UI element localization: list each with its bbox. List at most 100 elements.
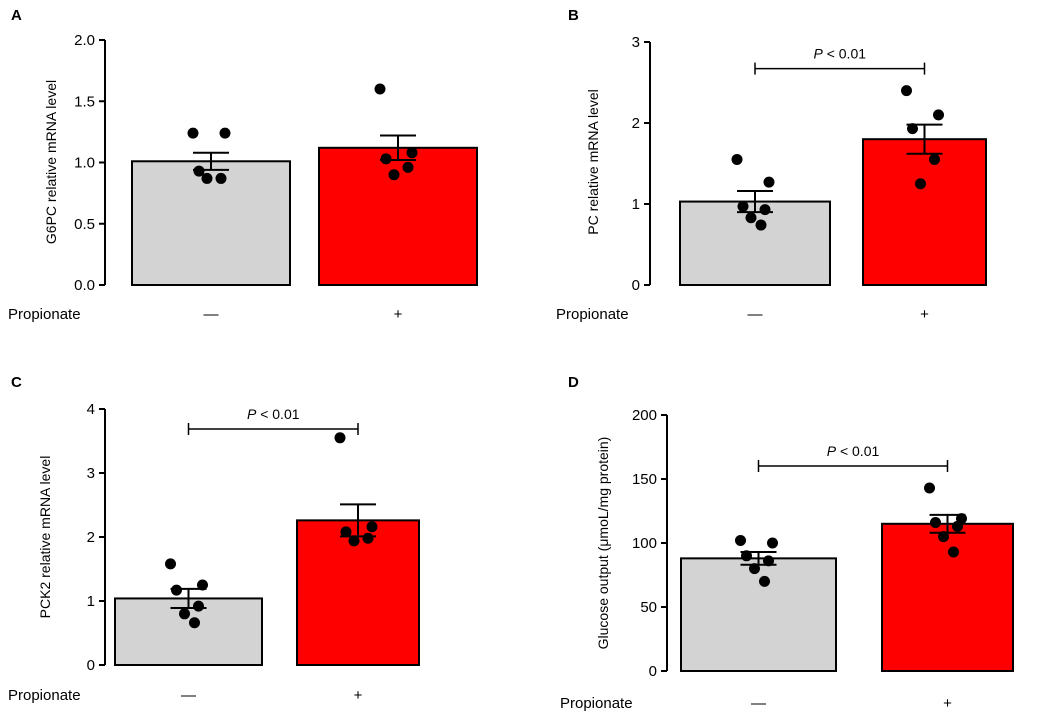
data-point <box>929 153 940 165</box>
data-point <box>219 127 231 139</box>
y-tick-label: 2 <box>87 529 95 546</box>
y-tick-label: 0.5 <box>74 216 95 233</box>
y-tick-label: 0 <box>632 277 640 294</box>
p-symbol: P <box>827 443 837 459</box>
x-category-label: + <box>394 306 403 323</box>
data-point <box>366 521 378 533</box>
y-tick-label: 2.0 <box>74 32 95 49</box>
data-point <box>741 550 752 562</box>
data-point <box>938 531 949 543</box>
data-point <box>179 608 190 620</box>
bar-propionate <box>881 522 1014 672</box>
data-point <box>767 537 778 549</box>
data-point <box>759 204 771 216</box>
y-tick-label: 0 <box>87 657 95 674</box>
x-category-label: — <box>751 695 766 712</box>
bar-control <box>114 597 263 666</box>
x-category-label: + <box>920 306 929 323</box>
data-point <box>737 200 749 212</box>
data-point <box>933 109 944 121</box>
y-tick-label: 200 <box>632 407 657 424</box>
y-tick-label: 2 <box>632 115 640 132</box>
panel-c: C 0 1 2 3 4 PCK2 relative mRNA level — + Propiona… <box>8 374 420 704</box>
x-category-label: — <box>181 687 196 704</box>
data-point <box>201 172 213 184</box>
x-axis-label: Propionate <box>8 687 81 704</box>
y-tick-label: 100 <box>632 535 657 552</box>
data-point <box>380 153 392 165</box>
data-point <box>193 165 205 177</box>
y-tick-label: 0.0 <box>74 277 95 294</box>
p-value-annotation: P < 0.01 <box>247 406 300 422</box>
y-tick-label: 1 <box>87 593 95 610</box>
data-point <box>374 83 386 95</box>
bar-propionate <box>318 146 478 286</box>
y-axis-label: PCK2 relative mRNA level <box>37 456 53 619</box>
data-point <box>165 558 176 570</box>
data-point <box>340 526 352 538</box>
bar-propionate <box>862 138 987 286</box>
panel-letter: D <box>568 374 579 391</box>
panel-letter: B <box>568 7 579 24</box>
data-point <box>388 169 400 181</box>
data-point <box>745 212 757 224</box>
y-tick-label: 0 <box>649 663 657 680</box>
p-threshold: < 0.01 <box>256 406 299 422</box>
y-axis-label: G6PC relative mRNA level <box>43 80 59 244</box>
data-point <box>907 123 918 135</box>
data-point <box>348 535 360 547</box>
y-axis-label: PC relative mRNA level <box>585 89 601 235</box>
panel-a: A 0.0 0.5 1.0 1.5 2.0 G6PC relative mRNA level… <box>8 7 478 323</box>
y-tick-label: 4 <box>87 401 95 418</box>
x-category-label: — <box>204 306 219 323</box>
bar-control <box>680 557 837 672</box>
data-point <box>735 534 746 546</box>
x-axis-label: Propionate <box>8 306 81 323</box>
panel-b: B 0 1 2 3 PC relative mRNA level — + Propionate P… <box>556 7 987 323</box>
x-category-label: + <box>354 687 363 704</box>
data-point <box>189 617 200 629</box>
data-point <box>197 579 208 591</box>
x-category-label: — <box>748 306 763 323</box>
y-tick-label: 1.5 <box>74 93 95 110</box>
data-point <box>402 161 414 173</box>
x-axis-label: Propionate <box>560 695 633 712</box>
data-point <box>171 584 182 596</box>
panel-letter: A <box>11 7 22 24</box>
data-point <box>749 563 760 575</box>
data-point <box>406 147 418 159</box>
panel-d: D 0 50 100 150 200 Glucose output (μmoL/mg pro… <box>560 374 1014 712</box>
data-point <box>763 176 775 188</box>
p-symbol: P <box>813 46 823 62</box>
panel-letter: C <box>11 374 22 391</box>
data-point <box>334 432 346 444</box>
y-tick-label: 3 <box>632 34 640 51</box>
data-point <box>930 517 941 529</box>
y-axis-label: Glucose output (μmoL/mg protein) <box>595 437 611 650</box>
data-point <box>948 546 959 558</box>
data-point <box>901 85 912 97</box>
data-point <box>924 482 935 494</box>
y-tick-label: 50 <box>640 599 657 616</box>
y-tick-label: 150 <box>632 471 657 488</box>
data-point <box>193 600 204 612</box>
data-point <box>763 555 774 567</box>
data-point <box>759 575 770 587</box>
data-point <box>187 127 199 139</box>
p-value-annotation: P < 0.01 <box>813 46 866 62</box>
y-tick-label: 3 <box>87 465 95 482</box>
data-point <box>362 532 374 544</box>
x-category-label: + <box>943 695 952 712</box>
data-point <box>755 219 767 231</box>
data-point <box>952 520 963 532</box>
p-threshold: < 0.01 <box>836 443 879 459</box>
x-axis-label: Propionate <box>556 306 629 323</box>
p-threshold: < 0.01 <box>823 46 866 62</box>
p-value-annotation: P < 0.01 <box>827 443 880 459</box>
data-point <box>215 172 227 184</box>
data-point <box>915 178 926 190</box>
p-symbol: P <box>247 406 257 422</box>
y-tick-label: 1.0 <box>74 155 95 172</box>
data-point <box>731 153 743 165</box>
